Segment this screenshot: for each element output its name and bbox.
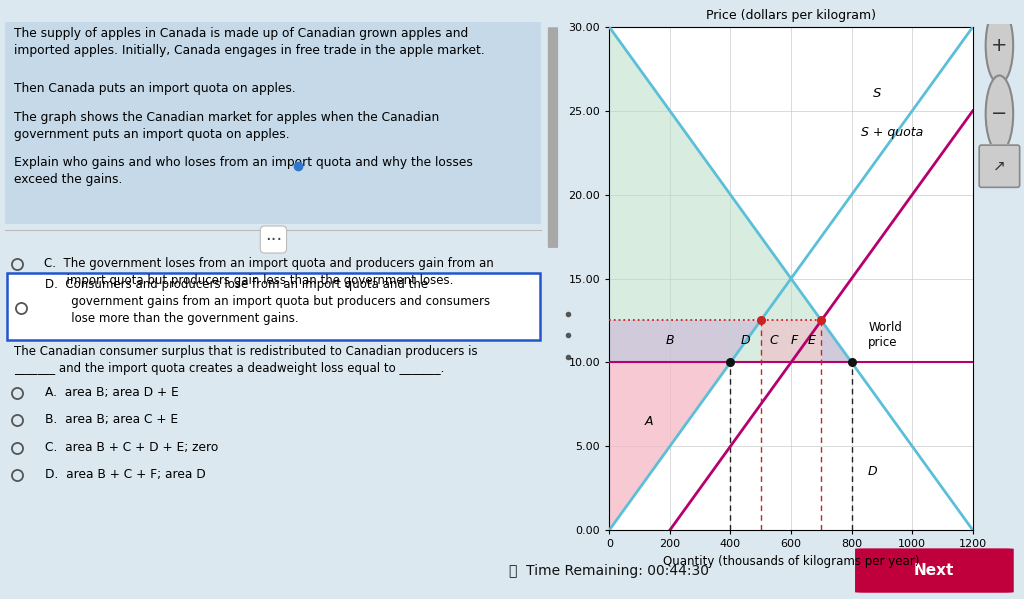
Text: C.  area B + C + D + E; zero: C. area B + C + D + E; zero [45,441,218,453]
Text: ⏱  Time Remaining: 00:44:30: ⏱ Time Remaining: 00:44:30 [509,564,710,577]
Text: C: C [769,334,778,347]
Polygon shape [609,362,730,530]
Text: D.  Consumers and producers lose from an import quota and the
       government : D. Consumers and producers lose from an … [45,278,489,325]
FancyBboxPatch shape [979,145,1020,187]
Polygon shape [730,320,761,362]
Text: D.  area B + C + F; area D: D. area B + C + F; area D [45,468,206,481]
FancyBboxPatch shape [7,273,541,340]
FancyBboxPatch shape [5,22,542,224]
Text: A: A [644,415,653,428]
Text: C.  The government loses from an import quota and producers gain from an
      i: C. The government loses from an import q… [44,258,494,288]
Text: F: F [791,334,798,347]
Text: S + quota: S + quota [861,126,923,139]
X-axis label: Quantity (thousands of kilograms per year): Quantity (thousands of kilograms per yea… [663,555,920,568]
Text: The graph shows the Canadian market for apples when the Canadian
government puts: The graph shows the Canadian market for … [13,111,439,141]
Text: S: S [872,87,882,101]
Text: Next: Next [913,563,954,578]
Text: B.  area B; area C + E: B. area B; area C + E [45,413,178,426]
Text: D: D [740,334,751,347]
Text: D: D [868,465,878,478]
Text: Explain who gains and who loses from an import quota and why the losses
exceed t: Explain who gains and who loses from an … [13,156,472,186]
Circle shape [986,7,1013,84]
FancyBboxPatch shape [855,548,1014,593]
Polygon shape [609,27,852,362]
Text: E: E [808,334,815,347]
Text: Then Canada puts an import quota on apples.: Then Canada puts an import quota on appl… [13,83,295,95]
Title: Price (dollars per kilogram): Price (dollars per kilogram) [706,8,877,22]
Text: The supply of apples in Canada is made up of Canadian grown apples and
imported : The supply of apples in Canada is made u… [13,28,484,58]
Text: +: + [991,36,1008,55]
Polygon shape [761,320,821,362]
Text: ···: ··· [265,231,282,249]
Polygon shape [609,320,730,362]
Text: World
price: World price [868,321,902,349]
Text: ↗: ↗ [993,159,1006,174]
Circle shape [986,75,1013,152]
Text: B: B [666,334,674,347]
FancyBboxPatch shape [548,28,558,248]
Text: A.  area B; area D + E: A. area B; area D + E [45,386,178,399]
Text: −: − [991,104,1008,123]
Polygon shape [821,320,852,362]
Text: The Canadian consumer surplus that is redistributed to Canadian producers is
___: The Canadian consumer surplus that is re… [13,345,477,375]
